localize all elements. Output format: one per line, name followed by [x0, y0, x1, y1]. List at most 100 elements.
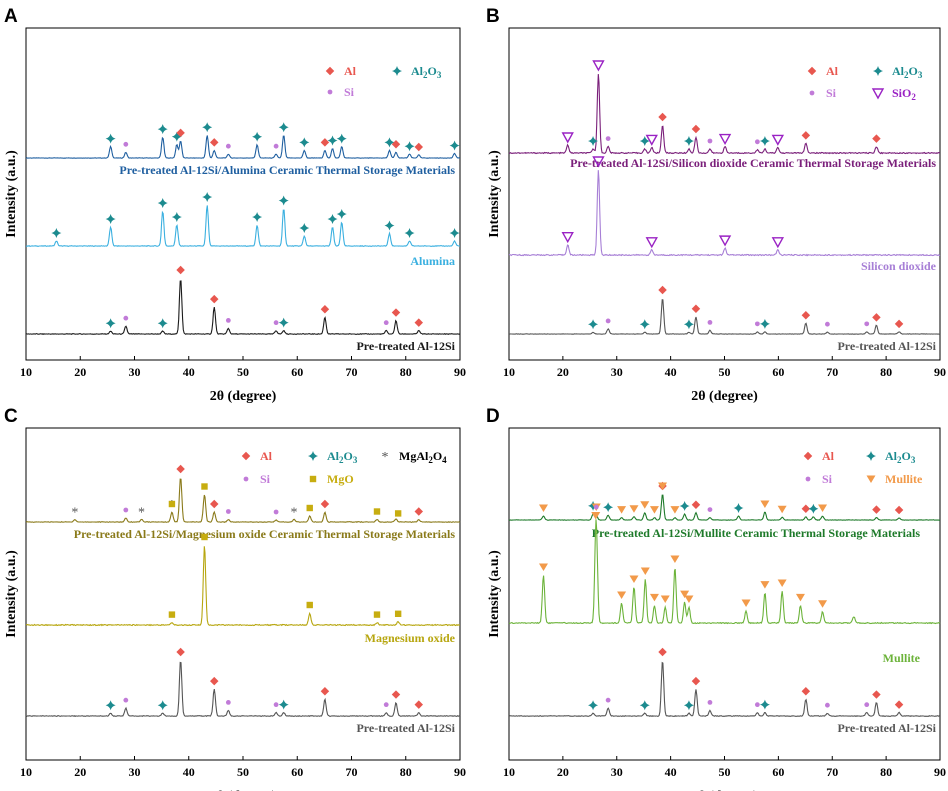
- legend-text-part: 3: [918, 70, 923, 80]
- xrd-pattern-line: [508, 299, 941, 335]
- peak-marker-al: [801, 310, 811, 320]
- legend-text-part: MgAl: [399, 449, 429, 463]
- series-1: Magnesium oxide: [25, 533, 461, 645]
- legend-marker-mullite: [866, 475, 876, 483]
- peak-marker-mullite: [777, 579, 787, 587]
- peak-marker-mgal2o4: *: [138, 506, 145, 521]
- peak-marker-sio2: [771, 237, 785, 249]
- series-label: Magnesium oxide: [365, 631, 456, 645]
- series-1: Silicon dioxide: [508, 156, 941, 273]
- panel-d: D 10 20 30 40 50 60 70 80 90 2θ (degree) Intensity …: [486, 406, 946, 791]
- peak-marker-mgo: [373, 508, 381, 515]
- peak-marker-mgo: [201, 483, 208, 490]
- peak-marker-sio2: [592, 60, 605, 72]
- legend-text-part: Al: [327, 449, 340, 463]
- legend-text-part: MgO: [327, 472, 354, 486]
- peak-marker-si: [707, 700, 713, 705]
- peak-marker-al: [414, 507, 424, 516]
- peak-marker-al: [894, 700, 904, 709]
- peak-marker-mullite: [795, 593, 805, 602]
- legend-text-part: SiO: [892, 86, 911, 100]
- series-label: Mullite: [883, 651, 921, 665]
- peak-marker-al: [320, 499, 330, 509]
- legend-text-part: O: [902, 449, 911, 463]
- peak-marker-al2o3: [51, 228, 62, 238]
- peak-marker-mullite: [591, 511, 601, 520]
- series-label: Pre-treated Al-12Si/Alumina Ceramic Ther…: [119, 163, 455, 177]
- peak-marker-al2o3: [639, 319, 650, 330]
- peak-marker-al2o3: [603, 502, 614, 513]
- x-tick-label: 90: [934, 765, 946, 779]
- peak-marker-al2o3: [157, 318, 168, 329]
- xrd-pattern-line: [25, 478, 461, 524]
- peak-marker-al2o3: [588, 500, 599, 511]
- peak-marker-mullite: [760, 581, 770, 589]
- legend-text-part: Mullite: [885, 472, 923, 486]
- peak-marker-al2o3: [327, 214, 338, 224]
- peak-marker-al: [391, 140, 401, 149]
- peak-marker-al: [801, 686, 811, 696]
- peak-marker-al: [414, 142, 424, 152]
- panel-label: D: [486, 406, 500, 427]
- legend-text-part: 2: [423, 70, 428, 80]
- peak-marker-mullite: [617, 591, 627, 599]
- legend-marker-si: [327, 89, 333, 95]
- legend-text-part: Al: [411, 64, 424, 78]
- peak-marker-mullite: [538, 563, 548, 571]
- peak-marker-al2o3: [105, 214, 116, 224]
- peak-marker-si: [707, 320, 713, 325]
- panel-label: A: [4, 6, 18, 27]
- x-tick-label: 80: [400, 765, 412, 779]
- peak-marker-al: [658, 112, 667, 122]
- x-tick-label: 50: [237, 765, 249, 779]
- peak-marker-al2o3: [278, 122, 289, 133]
- peak-marker-al2o3: [759, 699, 770, 710]
- legend-label-si: Si: [826, 86, 837, 100]
- plot-frame: [508, 27, 941, 361]
- legend-text-part: Al: [260, 449, 273, 463]
- legend-label-al2o3: Al2O3: [892, 64, 923, 80]
- peak-marker-si: [123, 507, 129, 513]
- peak-marker-al: [872, 313, 881, 322]
- peak-marker-si: [273, 143, 279, 149]
- legend-label-mgal2o4: MgAl2O4: [399, 449, 447, 465]
- legend-marker-al: [803, 451, 813, 461]
- peak-marker-al: [176, 647, 185, 657]
- xrd-pattern-line: [25, 205, 460, 247]
- series-label: Pre-treated Al-12Si: [356, 721, 455, 735]
- peak-marker-mgo: [168, 500, 176, 508]
- peak-marker-mullite: [538, 504, 548, 512]
- peak-marker-al: [320, 138, 330, 147]
- legend-text-part: Al: [344, 64, 357, 78]
- legend-text-part: Al: [822, 449, 835, 463]
- peak-marker-mullite: [818, 600, 828, 608]
- x-tick-label: 50: [719, 365, 731, 379]
- peak-marker-si: [273, 509, 279, 515]
- peak-marker-al: [210, 499, 219, 509]
- peak-marker-sio2: [561, 231, 574, 244]
- peak-marker-al2o3: [171, 131, 182, 142]
- peak-marker-mullite: [760, 500, 770, 508]
- y-axis-label: Intensity (a.u.): [4, 150, 19, 238]
- peak-marker-si: [383, 320, 389, 326]
- peak-marker-mullite: [649, 593, 659, 602]
- peak-marker-al2o3: [588, 700, 599, 711]
- series-0: Pre-treated Al-12Si/Silicon dioxide Cera…: [508, 60, 941, 170]
- series-2: Pre-treated Al-12Si: [25, 265, 461, 353]
- x-tick-label: 70: [826, 365, 838, 379]
- series-0: ****Pre-treated Al-12Si/Magnesium oxide …: [25, 464, 461, 541]
- peak-marker-mgo: [373, 611, 381, 618]
- x-tick-label: 10: [20, 365, 32, 379]
- peak-marker-al2o3: [683, 319, 694, 330]
- peak-marker-si: [123, 315, 129, 321]
- peak-marker-al2o3: [252, 131, 263, 142]
- legend-text-part: Al: [826, 64, 839, 78]
- peak-marker-al2o3: [808, 503, 819, 514]
- peak-marker-al: [691, 124, 701, 134]
- y-axis-label: Intensity (a.u.): [4, 550, 19, 638]
- xrd-pattern-line: [508, 661, 941, 717]
- legend-label-al2o3: Al2O3: [327, 449, 358, 465]
- peak-marker-al2o3: [105, 318, 116, 329]
